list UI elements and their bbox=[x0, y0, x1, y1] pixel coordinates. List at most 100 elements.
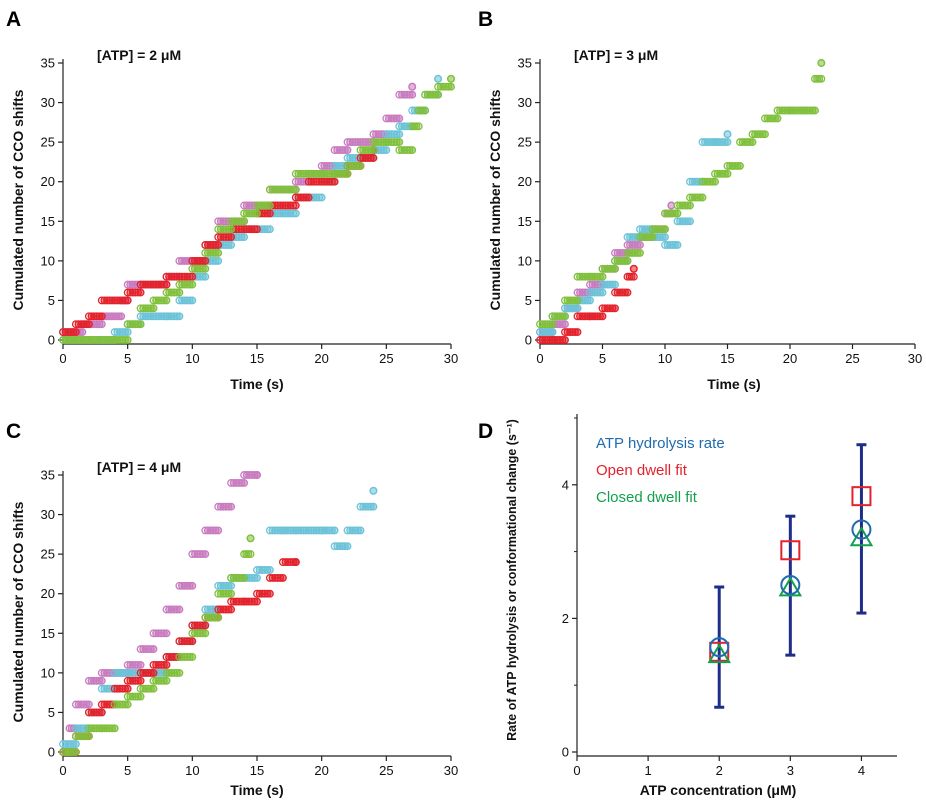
panel-a-chart: [ATP] = 2 μM Time (s) Cumulated number o… bbox=[10, 47, 458, 392]
panel-c-x-tick-label: 5 bbox=[124, 763, 131, 778]
panel-b-x-tick-label: 10 bbox=[658, 351, 672, 366]
panel-b-point bbox=[598, 272, 607, 281]
panel-b-point bbox=[761, 130, 769, 139]
panel-b-point bbox=[561, 312, 569, 321]
panel-a-point bbox=[291, 209, 300, 218]
panel-c-point bbox=[240, 478, 249, 487]
panel-b-y-tick-label: 30 bbox=[518, 95, 532, 110]
panel-c-point bbox=[227, 605, 236, 614]
panel-c-point bbox=[265, 566, 274, 574]
panel-c-chart: [ATP] = 4 μM Time (s) Cumulated number o… bbox=[10, 459, 458, 798]
panel-b-point bbox=[611, 304, 619, 313]
panel-b-series-red bbox=[536, 264, 638, 344]
panel-c-y-axis-label: Cumulated number of CCO shifts bbox=[10, 501, 26, 722]
panel-c-point bbox=[71, 748, 80, 756]
panel-b-y-tick-label: 0 bbox=[525, 333, 532, 348]
panel-d-x-tick-label: 0 bbox=[573, 763, 580, 778]
panel-b-point bbox=[673, 241, 682, 249]
panel-a-point bbox=[317, 193, 326, 202]
legend-open-dwell-fit: Open dwell fit bbox=[596, 462, 688, 479]
panel-a-point bbox=[188, 272, 197, 281]
panel-a-point bbox=[123, 336, 132, 344]
panel-d-open-dwell-marker bbox=[851, 486, 872, 507]
panel-c-point bbox=[246, 534, 255, 543]
panel-b-point bbox=[698, 193, 707, 202]
panel-d-x-axis-label: ATP concentration (μM) bbox=[640, 782, 797, 798]
panel-b-point bbox=[636, 241, 644, 249]
panel-a-x-tick-label: 15 bbox=[250, 351, 264, 366]
panel-d-y-tick-label: 4 bbox=[562, 477, 569, 492]
panel-c-y-tick-label: 5 bbox=[48, 705, 55, 720]
panel-a-point bbox=[214, 256, 223, 265]
panel-b-y-tick-label: 5 bbox=[525, 293, 532, 308]
panel-c-point bbox=[253, 597, 261, 606]
panel-c-point bbox=[330, 526, 339, 535]
panel-c-point bbox=[110, 724, 119, 733]
panel-c-y-tick-label: 10 bbox=[41, 665, 55, 680]
panel-c-point bbox=[162, 629, 171, 638]
panel-b-point bbox=[611, 280, 619, 289]
panel-a-point bbox=[117, 312, 126, 321]
panel-a-y-tick-label: 10 bbox=[41, 253, 55, 268]
panel-c-point bbox=[201, 550, 210, 559]
panel-b-point bbox=[586, 296, 594, 305]
panel-b-point bbox=[648, 233, 657, 242]
panel-a-point bbox=[175, 288, 184, 297]
panel-c-point bbox=[291, 558, 300, 567]
panel-c-point bbox=[149, 645, 158, 654]
panel-a-point bbox=[123, 328, 132, 337]
panel-b-point bbox=[629, 272, 638, 281]
panel-a-point bbox=[188, 296, 197, 305]
panel-a-point bbox=[78, 328, 87, 337]
panel-c-point bbox=[227, 502, 236, 511]
panel-b-y-axis-label: Cumulated number of CCO shifts bbox=[487, 89, 503, 310]
panel-c-atp-annotation: [ATP] = 4 μM bbox=[97, 459, 181, 475]
panel-b-x-tick-label: 25 bbox=[845, 351, 859, 366]
panel-label-a: A bbox=[6, 8, 21, 31]
panel-a-point bbox=[343, 146, 352, 155]
panel-c-point bbox=[188, 653, 197, 661]
panel-a-point bbox=[253, 225, 261, 234]
panel-a-point bbox=[188, 280, 197, 289]
panel-a-point bbox=[227, 233, 236, 242]
panel-c-x-tick-label: 15 bbox=[250, 763, 264, 778]
panel-d-hydrolysis-marker bbox=[851, 519, 872, 540]
panel-d-closed-dwell-marker bbox=[778, 576, 803, 597]
panel-b-atp-annotation: [ATP] = 3 μM bbox=[574, 47, 658, 63]
panel-c-point bbox=[253, 573, 261, 582]
panel-b-x-tick-label: 5 bbox=[599, 351, 606, 366]
panel-a-point bbox=[136, 288, 145, 297]
panel-a-point bbox=[97, 320, 106, 329]
panel-a-x-tick-label: 5 bbox=[124, 351, 131, 366]
panel-a-point bbox=[123, 296, 132, 305]
panel-b-x-tick-label: 20 bbox=[783, 351, 797, 366]
panel-b-point bbox=[629, 264, 638, 273]
panel-c-series-pink bbox=[59, 471, 261, 756]
panel-a-y-tick-label: 5 bbox=[48, 293, 55, 308]
panel-c-point bbox=[369, 486, 378, 495]
panel-b-point bbox=[686, 217, 694, 226]
panel-c-y-tick-label: 25 bbox=[41, 547, 55, 562]
panel-a-point bbox=[240, 233, 249, 242]
panel-b-x-tick-label: 0 bbox=[536, 351, 543, 366]
panel-c-point bbox=[246, 550, 255, 559]
panel-d-x-tick-label: 2 bbox=[716, 763, 723, 778]
panel-b-point bbox=[623, 256, 632, 265]
panel-b-point bbox=[748, 138, 757, 147]
panel-a-atp-annotation: [ATP] = 2 μM bbox=[97, 47, 181, 63]
panel-a-point bbox=[162, 296, 171, 305]
panel-b-point bbox=[598, 312, 607, 321]
panel-a-point bbox=[369, 154, 378, 162]
panel-c-point bbox=[97, 708, 106, 717]
panel-a-point bbox=[395, 138, 404, 147]
panel-b-point bbox=[548, 328, 557, 337]
panel-c-point bbox=[71, 740, 80, 749]
panel-b-point bbox=[548, 320, 557, 329]
panel-c-point bbox=[214, 526, 223, 535]
panel-a-point bbox=[136, 320, 145, 329]
panel-a-point bbox=[395, 114, 404, 123]
panel-a-point bbox=[265, 209, 274, 218]
panel-b-point bbox=[723, 169, 732, 178]
panel-label-c: C bbox=[6, 420, 21, 443]
